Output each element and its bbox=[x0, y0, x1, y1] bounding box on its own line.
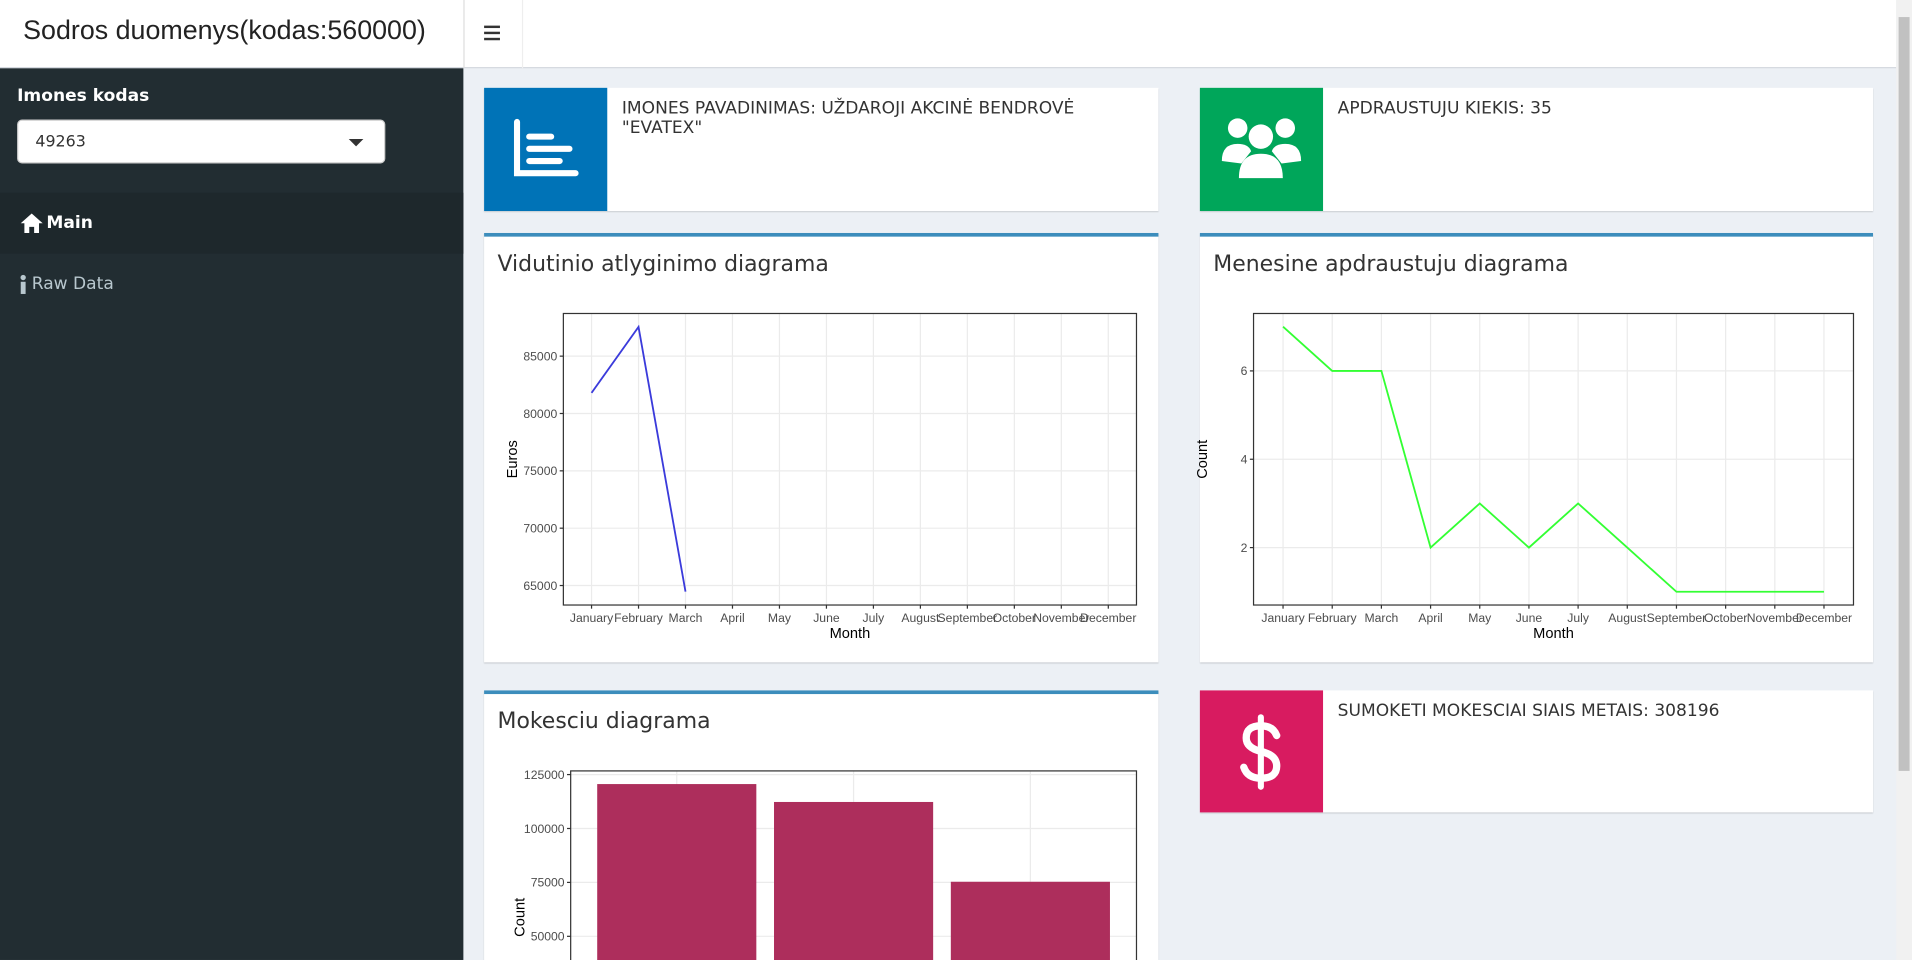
x-tick-label: May bbox=[768, 611, 792, 625]
y-axis-label: Euros bbox=[505, 440, 521, 478]
plot-border bbox=[562, 312, 1138, 606]
x-tick-label: February bbox=[1308, 611, 1358, 625]
x-tick-label: September bbox=[938, 611, 998, 625]
x-tick-label: May bbox=[1468, 611, 1492, 625]
bar bbox=[774, 801, 934, 960]
app-title: Sodros duomenys(kodas:560000) bbox=[23, 14, 426, 46]
plot-border bbox=[570, 770, 1138, 960]
separator bbox=[521, 0, 524, 69]
y-tick-label: 100000 bbox=[524, 822, 565, 836]
x-tick-label: June bbox=[1516, 611, 1543, 625]
info-box-icon bbox=[1199, 87, 1324, 212]
y-tick-label: 65000 bbox=[523, 579, 557, 593]
info-box-icon bbox=[484, 87, 608, 212]
y-tick-label: 2 bbox=[1241, 541, 1248, 555]
info-icon bbox=[20, 274, 26, 294]
y-tick-label: 50000 bbox=[531, 930, 565, 944]
menu-label: Main bbox=[46, 213, 93, 233]
info-box-icon bbox=[1199, 690, 1324, 813]
info-box-text: IMONES PAVADINIMAS: UŽDAROJI AKCINĖ BEND… bbox=[621, 98, 1075, 138]
chart: 65000 70000 75000 80000 85000 January February… bbox=[505, 312, 1138, 642]
y-tick-label: 125000 bbox=[524, 768, 565, 782]
x-tick-label: October bbox=[993, 611, 1036, 625]
x-axis-label: Month bbox=[1533, 626, 1574, 642]
x-tick-label: January bbox=[1261, 611, 1305, 625]
info-box: APDRAUSTUJU KIEKIS: 35 bbox=[1199, 87, 1873, 212]
chart-icon bbox=[513, 118, 579, 177]
x-tick-label: March bbox=[669, 611, 703, 625]
separator bbox=[463, 0, 465, 69]
chart-title: Mokesciu diagrama bbox=[497, 708, 711, 735]
x-tick-label: September bbox=[1647, 611, 1707, 625]
plot-panel bbox=[563, 313, 1137, 606]
info-box: IMONES PAVADINIMAS: UŽDAROJI AKCINĖ BEND… bbox=[484, 87, 1159, 212]
menu-label: Raw Data bbox=[31, 274, 114, 294]
scrollbar-thumb[interactable] bbox=[1898, 17, 1910, 771]
select-label: Imones kodas bbox=[17, 86, 150, 107]
top-bar bbox=[0, 0, 1897, 69]
y-tick-label: 70000 bbox=[523, 521, 557, 535]
company-select[interactable]: 49263 bbox=[17, 119, 386, 164]
chart: 50000 75000 100000 125000 Count bbox=[512, 768, 1138, 960]
y-axis-label: Count bbox=[1195, 440, 1211, 479]
dropdown-caret bbox=[348, 139, 364, 147]
select-value: 49263 bbox=[35, 132, 86, 152]
x-tick-label: August bbox=[1608, 611, 1647, 625]
y-tick-label: 75000 bbox=[523, 464, 557, 478]
dollar-icon bbox=[1240, 714, 1281, 790]
bar bbox=[950, 881, 1110, 960]
x-tick-label: August bbox=[901, 611, 940, 625]
plot-border bbox=[1252, 312, 1855, 606]
y-axis-label: Count bbox=[512, 898, 528, 937]
x-tick-label: July bbox=[863, 611, 886, 625]
y-tick-label: 75000 bbox=[531, 876, 565, 890]
x-tick-label: February bbox=[614, 611, 664, 625]
line bbox=[1282, 326, 1824, 593]
users-icon bbox=[1221, 118, 1302, 179]
line bbox=[590, 324, 687, 592]
chart-title: Vidutinio atlyginimo diagrama bbox=[497, 251, 829, 277]
info-box-text: APDRAUSTUJU KIEKIS: 35 bbox=[1337, 98, 1552, 119]
home-icon bbox=[20, 213, 43, 233]
chart-title: Menesine apdraustuju diagrama bbox=[1213, 251, 1569, 277]
x-tick-label: April bbox=[1418, 611, 1442, 625]
x-axis-label: Month bbox=[830, 626, 871, 642]
info-box-text: SUMOKETI MOKESCIAI SIAIS METAIS: 308196 bbox=[1337, 701, 1720, 721]
x-tick-label: December bbox=[1796, 611, 1852, 625]
sidebar-toggle[interactable] bbox=[483, 23, 503, 43]
menu-item[interactable]: Main bbox=[0, 192, 464, 254]
x-tick-label: January bbox=[570, 611, 614, 625]
x-tick-label: March bbox=[1364, 611, 1398, 625]
y-tick-label: 80000 bbox=[523, 407, 557, 421]
x-tick-label: June bbox=[813, 611, 840, 625]
x-tick-label: April bbox=[720, 611, 744, 625]
bar bbox=[597, 784, 757, 960]
y-tick-label: 4 bbox=[1241, 453, 1248, 467]
chart: 2 4 6 January February March April May June July A… bbox=[1195, 312, 1855, 642]
x-tick-label: October bbox=[1704, 611, 1747, 625]
info-box: SUMOKETI MOKESCIAI SIAIS METAIS: 308196 bbox=[1199, 690, 1873, 813]
y-tick-label: 85000 bbox=[523, 349, 557, 363]
x-tick-label: November bbox=[1033, 611, 1089, 625]
x-tick-label: November bbox=[1747, 611, 1803, 625]
menu-item[interactable]: Raw Data bbox=[0, 254, 463, 315]
y-tick-label: 6 bbox=[1241, 364, 1248, 378]
x-tick-label: July bbox=[1567, 611, 1590, 625]
x-tick-label: December bbox=[1080, 611, 1136, 625]
